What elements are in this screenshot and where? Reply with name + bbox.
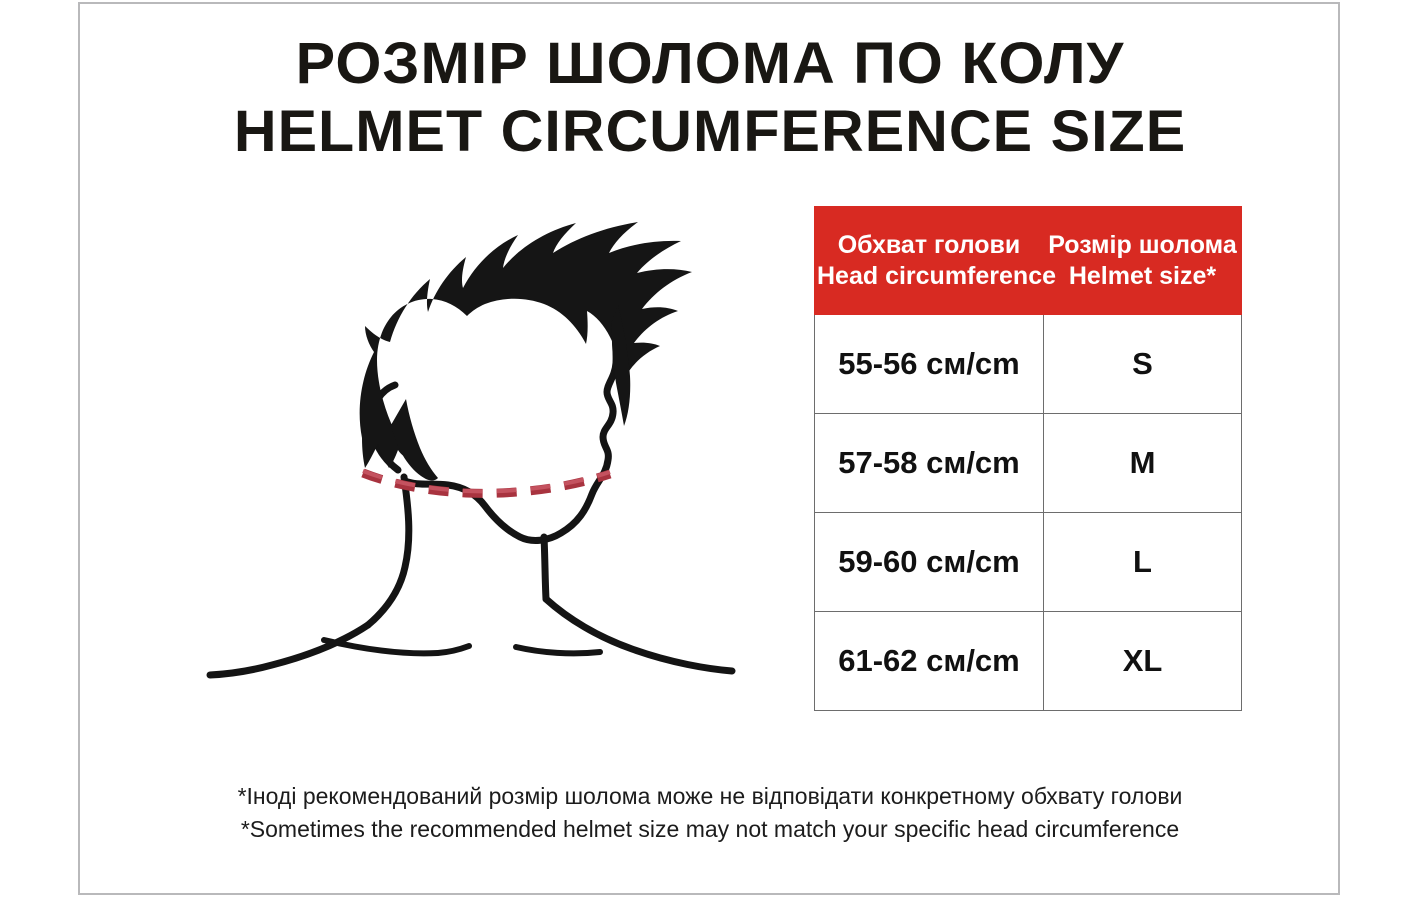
footnote-uk: *Іноді рекомендований розмір шолома може… bbox=[237, 783, 1183, 809]
collarbone-left bbox=[321, 637, 472, 657]
table-row: 61-62 см/cm XL bbox=[814, 611, 1242, 711]
column-header-circumference-uk: Обхват голови bbox=[837, 230, 1021, 259]
table-row: 55-56 см/cm S bbox=[814, 314, 1242, 414]
table-row: 57-58 см/cm M bbox=[814, 413, 1242, 513]
hair-sideburn bbox=[391, 399, 438, 481]
column-header-head-circumference: Обхват голови Head circumference bbox=[814, 206, 1057, 315]
cell-head-circumference: 59-60 см/cm bbox=[814, 512, 1044, 612]
hair-temple-strand bbox=[611, 305, 631, 426]
hair-silhouette bbox=[359, 222, 692, 468]
table-body: 55-56 см/cm S 57-58 см/cm M 59-60 см/cm … bbox=[814, 314, 1242, 711]
cell-head-circumference: 57-58 см/cm bbox=[814, 413, 1044, 513]
column-header-helmet-size: Розмір шолома Helmet size* bbox=[1043, 206, 1242, 315]
male-head-measurement-illustration bbox=[176, 185, 756, 715]
shoulder-right-outline bbox=[542, 595, 736, 675]
cell-head-circumference: 61-62 см/cm bbox=[814, 611, 1044, 711]
neck-right-outline bbox=[540, 533, 550, 603]
cell-helmet-size: M bbox=[1043, 413, 1242, 513]
shoulder-left-outline bbox=[206, 621, 372, 679]
collarbone-right bbox=[513, 644, 603, 657]
head-outline-group bbox=[206, 276, 736, 679]
footnote-en: *Sometimes the recommended helmet size m… bbox=[240, 816, 1180, 842]
cell-helmet-size: XL bbox=[1043, 611, 1242, 711]
cell-head-circumference: 55-56 см/cm bbox=[814, 314, 1044, 414]
cell-helmet-size: S bbox=[1043, 314, 1242, 414]
column-header-helmet-size-uk: Розмір шолома bbox=[1048, 230, 1237, 259]
neck-left-outline bbox=[364, 473, 413, 629]
column-header-circumference-en: Head circumference bbox=[817, 261, 1057, 290]
table-header-row: Обхват голови Head circumference Розмір … bbox=[814, 206, 1242, 315]
measurement-dashed-line-highlight bbox=[362, 469, 611, 494]
helmet-size-table: Обхват голови Head circumference Розмір … bbox=[814, 206, 1242, 711]
footnotes: *Іноді рекомендований розмір шолома може… bbox=[0, 780, 1420, 846]
column-header-helmet-size-en: Helmet size* bbox=[1068, 261, 1217, 290]
table-row: 59-60 см/cm L bbox=[814, 512, 1242, 612]
cell-helmet-size: L bbox=[1043, 512, 1242, 612]
table-header: Обхват голови Head circumference Розмір … bbox=[814, 206, 1242, 315]
